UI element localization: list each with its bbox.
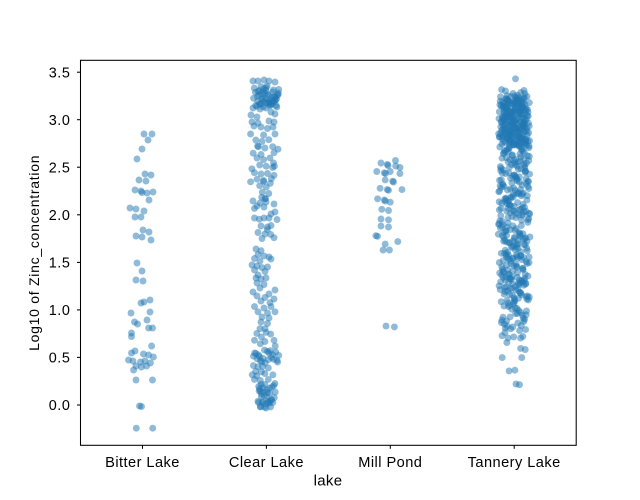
svg-text:3.5: 3.5 [49,65,71,81]
svg-text:3.0: 3.0 [49,113,71,129]
svg-text:1.5: 1.5 [49,256,71,272]
svg-text:Bitter Lake: Bitter Lake [105,455,180,471]
svg-text:Clear Lake: Clear Lake [229,455,304,471]
svg-text:2.5: 2.5 [49,160,71,176]
svg-text:Log10 of Zinc_concentration: Log10 of Zinc_concentration [26,155,42,351]
svg-text:2.0: 2.0 [49,208,71,224]
svg-text:lake: lake [314,473,343,490]
svg-text:Tannery Lake: Tannery Lake [468,455,561,471]
svg-text:0.0: 0.0 [49,398,71,414]
svg-text:1.0: 1.0 [49,303,71,319]
svg-text:Mill Pond: Mill Pond [358,455,422,471]
svg-text:0.5: 0.5 [49,351,71,367]
